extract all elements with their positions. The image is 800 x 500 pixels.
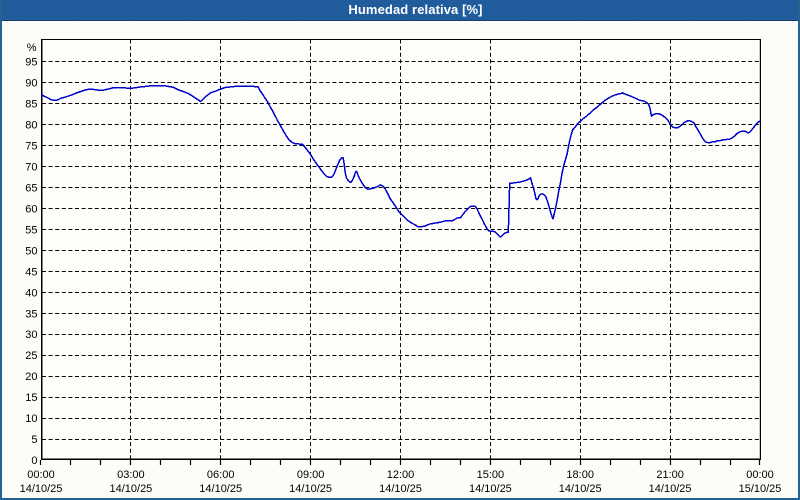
- svg-text:18:00: 18:00: [566, 469, 594, 481]
- svg-text:25: 25: [25, 350, 37, 362]
- svg-text:14/10/25: 14/10/25: [199, 483, 242, 495]
- svg-text:30: 30: [25, 329, 37, 341]
- svg-text:14/10/25: 14/10/25: [559, 483, 602, 495]
- svg-text:00:00: 00:00: [27, 469, 55, 481]
- svg-text:85: 85: [25, 99, 37, 111]
- svg-text:14/10/25: 14/10/25: [289, 483, 332, 495]
- svg-text:10: 10: [25, 413, 37, 425]
- svg-text:15:00: 15:00: [477, 469, 505, 481]
- svg-text:45: 45: [25, 266, 37, 278]
- svg-text:90: 90: [25, 78, 37, 90]
- svg-text:03:00: 03:00: [117, 469, 145, 481]
- svg-text:06:00: 06:00: [207, 469, 235, 481]
- svg-text:%: %: [27, 42, 37, 54]
- svg-text:00:00: 00:00: [746, 469, 774, 481]
- svg-text:5: 5: [31, 434, 37, 446]
- svg-text:50: 50: [25, 245, 37, 257]
- svg-text:20: 20: [25, 371, 37, 383]
- svg-text:60: 60: [25, 203, 37, 215]
- svg-text:95: 95: [25, 57, 37, 69]
- svg-text:35: 35: [25, 308, 37, 320]
- svg-text:21:00: 21:00: [656, 469, 684, 481]
- svg-text:80: 80: [25, 120, 37, 132]
- svg-text:75: 75: [25, 141, 37, 153]
- svg-text:14/10/25: 14/10/25: [379, 483, 422, 495]
- svg-text:0: 0: [31, 455, 37, 467]
- svg-text:15/10/25: 15/10/25: [739, 483, 782, 495]
- svg-text:09:00: 09:00: [297, 469, 325, 481]
- svg-text:65: 65: [25, 183, 37, 195]
- svg-text:70: 70: [25, 162, 37, 174]
- svg-text:15: 15: [25, 392, 37, 404]
- svg-text:12:00: 12:00: [387, 469, 415, 481]
- svg-text:14/10/25: 14/10/25: [109, 483, 152, 495]
- svg-text:14/10/25: 14/10/25: [649, 483, 692, 495]
- svg-text:55: 55: [25, 224, 37, 236]
- svg-text:40: 40: [25, 287, 37, 299]
- svg-text:14/10/25: 14/10/25: [20, 483, 63, 495]
- svg-text:14/10/25: 14/10/25: [469, 483, 512, 495]
